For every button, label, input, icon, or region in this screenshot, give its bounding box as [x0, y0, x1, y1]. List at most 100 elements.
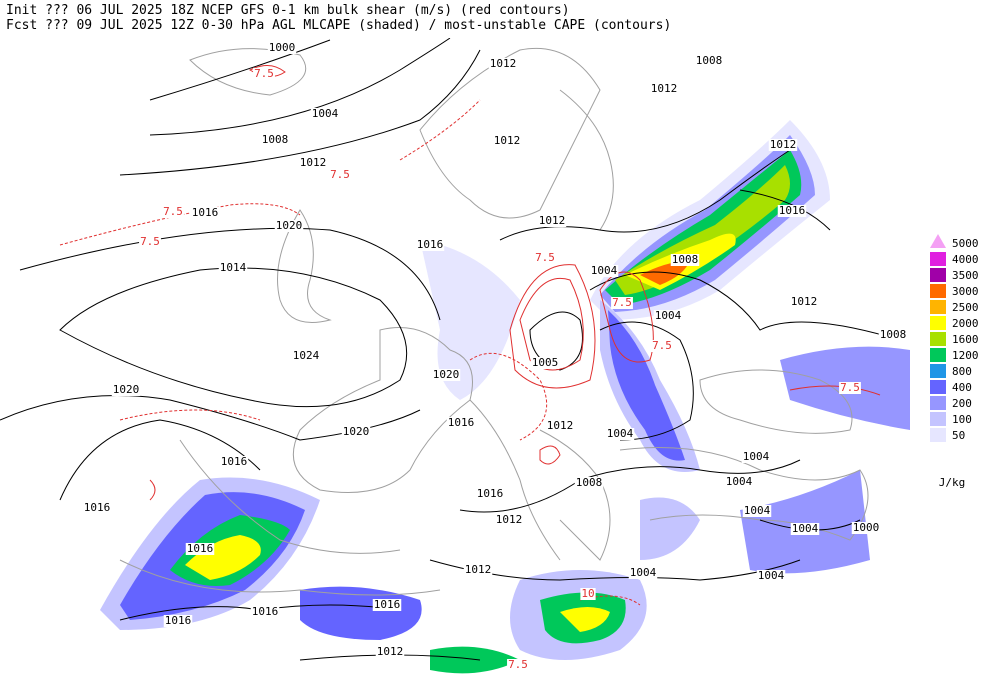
label-bg	[260, 134, 290, 146]
contour-label: 1016	[779, 204, 806, 217]
label-bg	[82, 502, 112, 514]
contour-label: 1008	[880, 328, 907, 341]
label-bg	[494, 514, 524, 526]
contour-label: 1016	[187, 542, 214, 555]
label-bg	[190, 207, 220, 219]
label-bg	[768, 139, 798, 151]
label-bg	[839, 382, 861, 394]
label-bg	[741, 451, 771, 463]
legend-swatch	[930, 300, 946, 314]
contour-label: 1012	[651, 82, 678, 95]
contour-label: 1016	[477, 487, 504, 500]
legend-swatch	[930, 268, 946, 282]
label-bg	[537, 215, 567, 227]
contour-label: 1016	[417, 238, 444, 251]
contour-label: 7.5	[535, 251, 555, 264]
label-bg	[253, 68, 275, 80]
label-bg	[611, 297, 633, 309]
label-bg	[580, 588, 596, 600]
label-bg	[756, 570, 786, 582]
legend-swatch	[930, 284, 946, 298]
contour-label: 10	[581, 587, 594, 600]
contour-label: 1012	[547, 419, 574, 432]
contour-label: 1004	[312, 107, 339, 120]
cape-area	[560, 607, 610, 632]
contour-label: 1005	[532, 356, 559, 369]
label-bg	[219, 456, 249, 468]
contour-label: 1020	[113, 383, 140, 396]
label-bg	[605, 428, 635, 440]
legend-swatch	[930, 428, 946, 442]
label-bg	[475, 488, 505, 500]
contour-label: 1000	[853, 521, 880, 534]
label-bg	[742, 505, 772, 517]
label-bg	[162, 206, 184, 218]
contour-label: 7.5	[612, 296, 632, 309]
legend-label: 200	[952, 397, 972, 410]
label-bg	[298, 157, 328, 169]
label-bg	[372, 599, 402, 611]
label-bg	[250, 606, 280, 618]
contour-label: 1016	[84, 501, 111, 514]
contour-label: 1012	[791, 295, 818, 308]
label-bg	[185, 543, 215, 555]
map-area: 1000 1012 1008 1012 1004 1008 1012 1012 1012 1016…	[0, 38, 910, 674]
label-bg	[415, 239, 445, 251]
legend-label: 4000	[952, 253, 979, 266]
contour-label: 1004	[744, 504, 771, 517]
legend-swatch	[930, 380, 946, 394]
contour-label: 1012	[490, 57, 517, 70]
contour-label: 1008	[696, 54, 723, 67]
header-line: Fcst ??? 09 JUL 2025 12Z 0-30 hPa AGL ML…	[6, 18, 671, 33]
contour-label: 1004	[758, 569, 785, 582]
legend-label: 1600	[952, 333, 979, 346]
label-bg	[431, 369, 461, 381]
legend-swatch	[930, 412, 946, 426]
label-bg	[574, 477, 604, 489]
contour-label: 1012	[465, 563, 492, 576]
legend-swatch	[930, 396, 946, 410]
legend-label: 400	[952, 381, 972, 394]
cape-area	[608, 310, 685, 461]
contour-label: 1020	[343, 425, 370, 438]
contour-label: 1012	[300, 156, 327, 169]
contour-label: 7.5	[163, 205, 183, 218]
contour-label: 1004	[726, 475, 753, 488]
legend-label: 5000	[952, 237, 979, 250]
label-bg	[628, 567, 658, 579]
contour-label: 1020	[276, 219, 303, 232]
label-bg	[163, 615, 193, 627]
contour-label: 1004	[630, 566, 657, 579]
label-bg	[851, 522, 881, 534]
legend-label: 3000	[952, 285, 979, 298]
cape-area	[740, 470, 870, 574]
label-bg	[488, 58, 518, 70]
label-bg	[291, 350, 321, 362]
label-bg	[694, 55, 724, 67]
contour-label: 7.5	[254, 67, 274, 80]
label-bg	[139, 236, 161, 248]
coastlines	[119, 47, 869, 596]
label-bg	[670, 254, 700, 266]
cape-area	[420, 240, 520, 400]
contour-label: 1004	[607, 427, 634, 440]
legend-label: 2000	[952, 317, 979, 330]
label-bg	[218, 262, 248, 274]
contour-label: 7.5	[652, 339, 672, 352]
contour-label: 1014	[220, 261, 247, 274]
legend-unit: J/kg	[939, 476, 966, 489]
contour-label: 1016	[165, 614, 192, 627]
label-bg	[878, 329, 908, 341]
legend-swatch	[930, 332, 946, 346]
legend-swatch	[930, 316, 946, 330]
contour-label: 7.5	[508, 658, 528, 671]
contour-label: 7.5	[840, 381, 860, 394]
header-line: Init ??? 06 JUL 2025 18Z NCEP GFS 0-1 km…	[6, 3, 570, 18]
contour-label: 1020	[433, 368, 460, 381]
label-bg	[111, 384, 141, 396]
label-bg	[310, 108, 340, 120]
label-bg	[649, 83, 679, 95]
label-bg	[341, 426, 371, 438]
